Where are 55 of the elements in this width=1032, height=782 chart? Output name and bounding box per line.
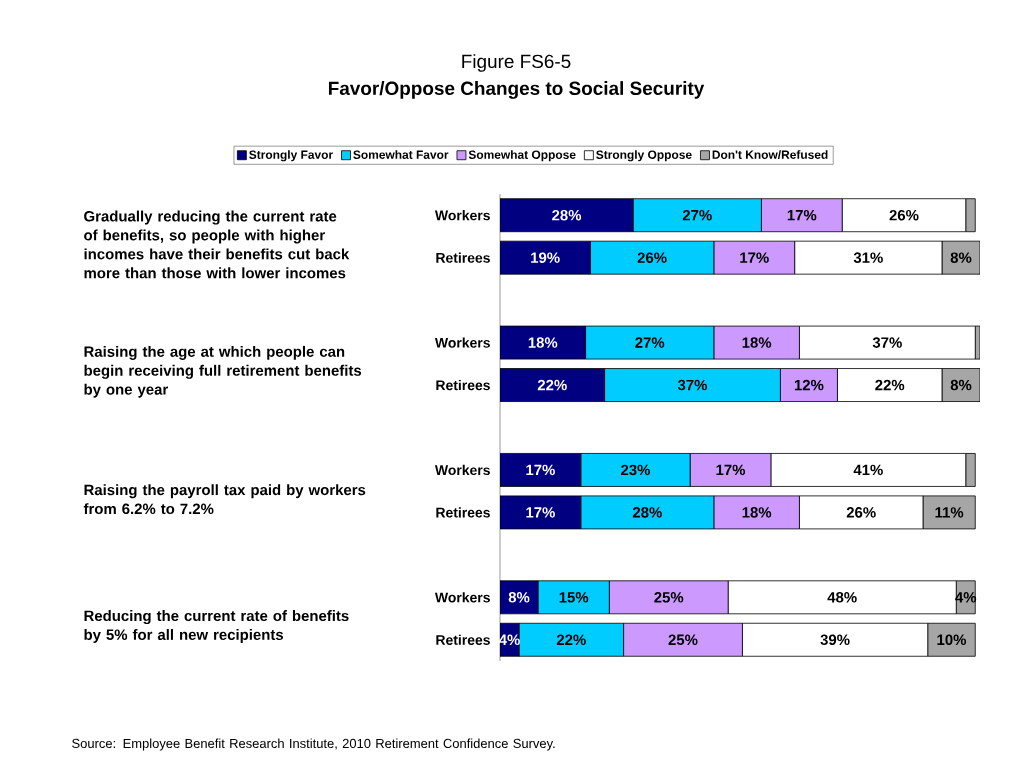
data-label: 18% xyxy=(528,337,558,348)
text: Gradually reducing the current rate of benefits, so people with higher incomes have their benefits cut back more than those with lower incomes xyxy=(84,210,350,279)
data-label: 25% xyxy=(668,634,698,646)
data-label: 15% xyxy=(559,592,589,603)
data-label: 17% xyxy=(526,464,555,476)
data-label: 12% xyxy=(794,379,824,391)
data-label: 27% xyxy=(682,209,712,221)
y-tick-label: Workers xyxy=(434,337,490,348)
data-label: 22% xyxy=(537,379,567,391)
data-label: 25% xyxy=(654,592,684,603)
data-label: 23% xyxy=(621,464,650,476)
data-label: 27% xyxy=(635,337,665,348)
data-label: 17% xyxy=(526,507,555,518)
data-label: 26% xyxy=(846,507,876,518)
data-label: 48% xyxy=(827,592,857,603)
legend-label: Somewhat Favor xyxy=(353,150,449,159)
y-tick-label: Retirees xyxy=(436,379,490,391)
legend-label: Don't Know/Refused xyxy=(712,150,828,160)
y-tick-label: Workers xyxy=(434,210,490,221)
data-label: 18% xyxy=(742,337,772,348)
data-label: 41% xyxy=(853,464,883,476)
data-label: 22% xyxy=(875,379,905,391)
chart-subtitle: Favor/Oppose Changes to Social Security xyxy=(328,81,705,99)
data-label: 39% xyxy=(820,634,850,646)
data-label: 37% xyxy=(872,337,902,348)
data-label: 8% xyxy=(950,379,972,391)
y-tick-label: Retirees xyxy=(436,634,490,645)
y-tick-label: Workers xyxy=(434,592,490,603)
data-label: 31% xyxy=(853,252,883,263)
data-label: 26% xyxy=(889,209,919,221)
data-label: 28% xyxy=(552,209,582,221)
data-label: 37% xyxy=(677,379,708,391)
y-tick-label: Retirees xyxy=(436,252,490,263)
data-label: 8% xyxy=(950,252,972,263)
data-label: 22% xyxy=(556,634,586,646)
data-label: 17% xyxy=(716,464,746,476)
data-label: 10% xyxy=(937,634,967,646)
text: Reducing the current rate of benefits by 5% for all new recipients xyxy=(84,610,349,643)
y-tick-label: Retirees xyxy=(436,507,490,518)
data-label: 26% xyxy=(637,252,667,263)
data-label: 19% xyxy=(531,252,560,263)
text: Raising the age at which people can begin receiving full retirement benefits by one year xyxy=(84,345,362,398)
data-label: 28% xyxy=(632,507,662,518)
legend-label: Strongly Favor xyxy=(249,150,333,162)
source-note: Source: Employee Benefit Research Institute, 2010 Retirement Confidence Survey. xyxy=(72,738,555,751)
chart-title: Figure FS6-5 xyxy=(462,54,571,72)
legend-label: Strongly Oppose xyxy=(596,150,692,162)
data-label: 8% xyxy=(508,592,530,603)
y-tick-label: Workers xyxy=(434,464,490,476)
data-label: 11% xyxy=(935,507,964,518)
legend-label: Somewhat Oppose xyxy=(468,150,576,162)
text: Raising the payroll tax paid by workers from 6.2% to 7.2% xyxy=(83,484,366,515)
data-label: 17% xyxy=(740,252,769,263)
data-label: 17% xyxy=(787,209,817,221)
data-label: 18% xyxy=(742,507,772,518)
